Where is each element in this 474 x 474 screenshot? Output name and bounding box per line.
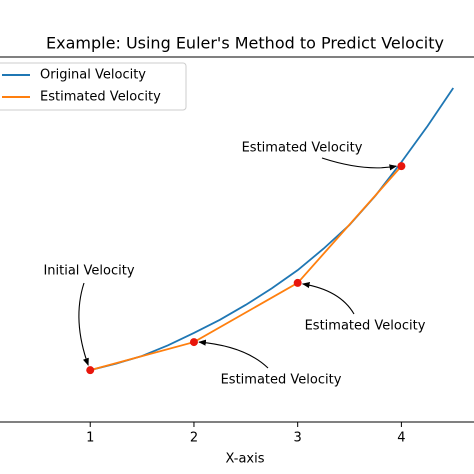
x-tick-label: 2: [190, 431, 198, 446]
x-tick-label: 3: [294, 431, 302, 446]
legend-box: [0, 62, 187, 111]
annotation-arrow: [321, 157, 398, 171]
x-tick-label: 4: [397, 431, 405, 446]
point-marker: [293, 278, 302, 287]
legend-label: Estimated Velocity: [40, 90, 161, 105]
annotation-arrow: [301, 282, 355, 315]
series-line: [90, 87, 455, 372]
x-tick-label: 1: [86, 431, 94, 446]
annotation-text: Initial Velocity: [43, 264, 134, 279]
annotation-text: Estimated Velocity: [221, 373, 342, 388]
series-line: [90, 165, 403, 372]
legend-label: Original Velocity: [40, 68, 146, 83]
annotation-arrow: [198, 339, 269, 369]
point-marker: [86, 366, 95, 375]
point-marker: [189, 338, 198, 347]
x-axis-label: X-axis: [226, 452, 265, 467]
point-marker: [397, 162, 406, 171]
chart-title: Example: Using Euler's Method to Predict…: [46, 34, 444, 53]
annotation-arrow: [78, 282, 89, 366]
annotation-text: Estimated Velocity: [242, 141, 363, 156]
annotation-text: Estimated Velocity: [305, 319, 426, 334]
